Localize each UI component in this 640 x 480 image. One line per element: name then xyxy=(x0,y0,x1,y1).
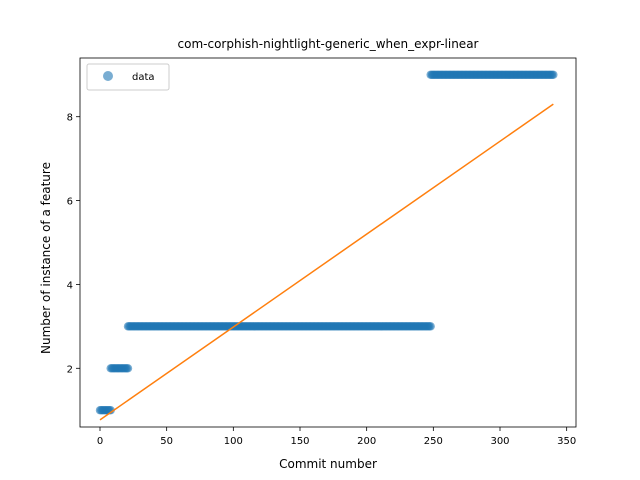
x-tick-label: 200 xyxy=(357,436,376,447)
plot-area xyxy=(79,57,577,428)
x-tick-label: 100 xyxy=(224,436,243,447)
x-tick-label: 0 xyxy=(97,436,103,447)
y-tick-label: 4 xyxy=(67,280,73,291)
data-point xyxy=(426,322,435,331)
x-tick-label: 300 xyxy=(490,436,509,447)
x-tick-label: 150 xyxy=(290,436,309,447)
plot-frame xyxy=(79,57,577,428)
y-axis-label: Number of instance of a feature xyxy=(39,162,53,354)
y-tick-label: 6 xyxy=(67,197,73,208)
x-tick-label: 350 xyxy=(557,436,576,447)
legend: data xyxy=(86,63,170,91)
data-point xyxy=(549,70,558,79)
x-tick-label: 250 xyxy=(424,436,443,447)
legend-marker xyxy=(103,71,113,81)
series-data xyxy=(95,70,558,415)
y-axis: 2 4 6 8 xyxy=(67,113,80,375)
x-axis-label: Commit number xyxy=(279,457,377,471)
y-tick-label: 8 xyxy=(67,113,73,124)
legend-box xyxy=(86,63,170,91)
chart-title: com-corphish-nightlight-generic_when_exp… xyxy=(178,37,479,51)
legend-label-data: data xyxy=(132,72,155,83)
x-tick-label: 50 xyxy=(160,436,173,447)
y-tick-label: 2 xyxy=(67,364,73,375)
x-axis: 0 50 100 150 200 250 300 350 xyxy=(97,427,576,447)
data-point xyxy=(123,364,133,373)
fit-line xyxy=(99,103,554,421)
data-point xyxy=(106,406,115,415)
